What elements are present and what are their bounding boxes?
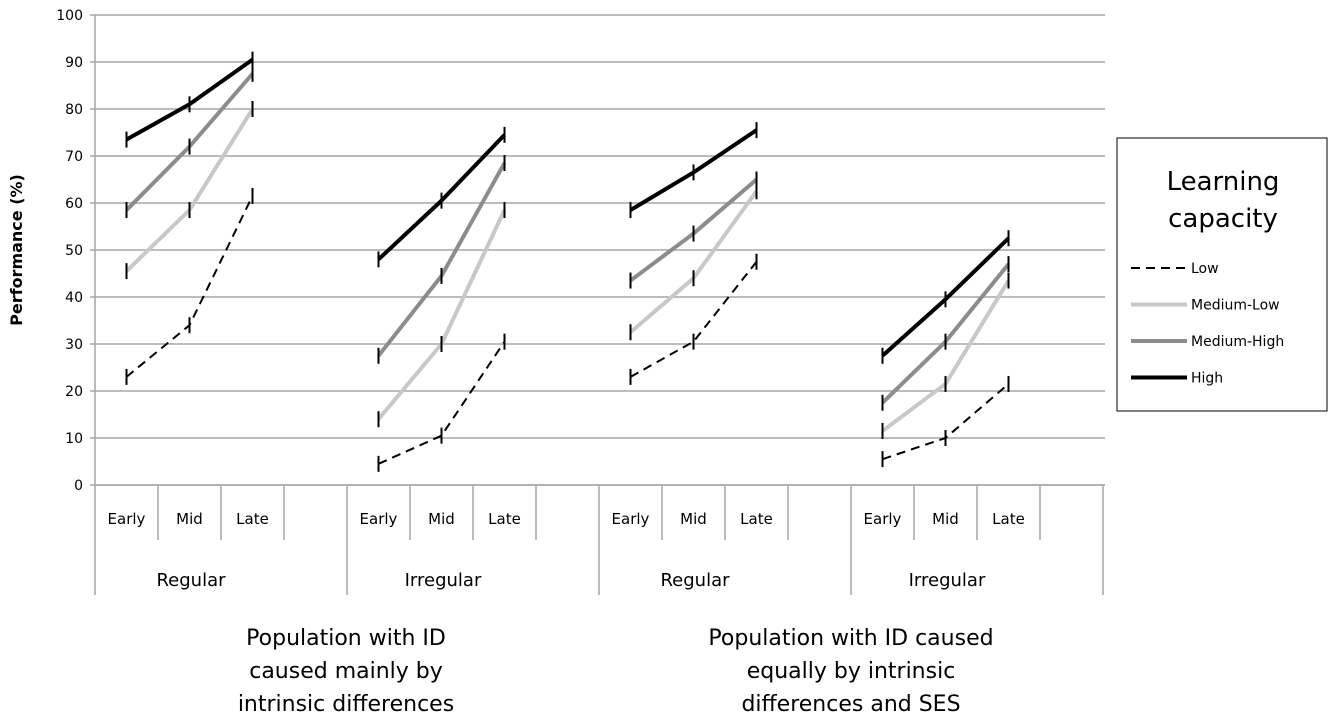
x-tick-label: Mid (932, 510, 959, 528)
y-tick-label: 100 (56, 8, 83, 24)
series-line-low (125, 195, 254, 378)
series-line-low (630, 261, 758, 378)
gridlines (95, 14, 1105, 486)
y-tick-label: 0 (74, 478, 83, 494)
legend-label: Low (1191, 261, 1219, 277)
x-tick-label: Late (992, 510, 1025, 528)
population-label-1: Population with ID caused mainly by intr… (238, 626, 454, 717)
legend-label: High (1191, 371, 1223, 387)
series-lines (125, 51, 1011, 472)
y-tick-label: 10 (65, 431, 83, 447)
y-tick-label: 80 (65, 102, 83, 118)
population-2-line-1: Population with ID caused (708, 626, 993, 651)
group-label: Irregular (909, 570, 986, 591)
x-tick-label: Early (612, 510, 650, 528)
x-tick-label: Mid (176, 510, 203, 528)
group-label: Regular (660, 570, 730, 591)
x-tick-label: Late (740, 510, 773, 528)
population-label-2: Population with ID caused equally by int… (708, 626, 993, 717)
population-1-line-1: Population with ID (246, 626, 446, 651)
x-tick-label: Early (360, 510, 398, 528)
population-1-line-3: intrinsic differences (238, 692, 454, 717)
y-tick-label: 40 (65, 290, 83, 306)
series-line-low (378, 341, 506, 465)
series-line-medium-high (376, 162, 507, 357)
legend: Learning capacity Low Medium-Low Medium-Hi… (1116, 137, 1328, 412)
population-2-line-3: differences and SES (741, 692, 960, 717)
y-tick-label: 60 (65, 196, 83, 212)
x-tick-label: Late (236, 510, 269, 528)
legend-box (1116, 137, 1328, 412)
y-tick-label: 20 (65, 384, 83, 400)
x-tick-label: Mid (680, 510, 707, 528)
y-tick-label: 50 (65, 243, 83, 259)
population-2-line-2: equally by intrinsic (747, 659, 956, 684)
y-axis-label: Performance (%) (7, 174, 26, 326)
y-tick-label: 90 (65, 55, 83, 71)
group-label: Irregular (405, 570, 482, 591)
group-label: Regular (156, 570, 226, 591)
x-tick-label: Late (488, 510, 521, 528)
series-line-medium-low (629, 190, 759, 334)
legend-label: Medium-Low (1191, 298, 1280, 314)
legend-label: Medium-High (1191, 334, 1284, 350)
legend-title-line-2: capacity (1168, 204, 1278, 234)
series-line-low (882, 383, 1010, 461)
population-1-line-2: caused mainly by (249, 659, 443, 684)
x-axis: Early Mid Late Regular Early Mid Late Irregular… (94, 484, 1105, 595)
x-tick-label: Early (864, 510, 902, 528)
y-tick-label: 70 (65, 149, 83, 165)
y-tick-label: 30 (65, 337, 83, 353)
legend-title-line-1: Learning (1167, 167, 1280, 197)
x-tick-label: Early (108, 510, 146, 528)
y-axis-ticks: 0 10 20 30 40 50 60 70 80 90 100 (56, 8, 96, 494)
x-tick-label: Mid (428, 510, 455, 528)
